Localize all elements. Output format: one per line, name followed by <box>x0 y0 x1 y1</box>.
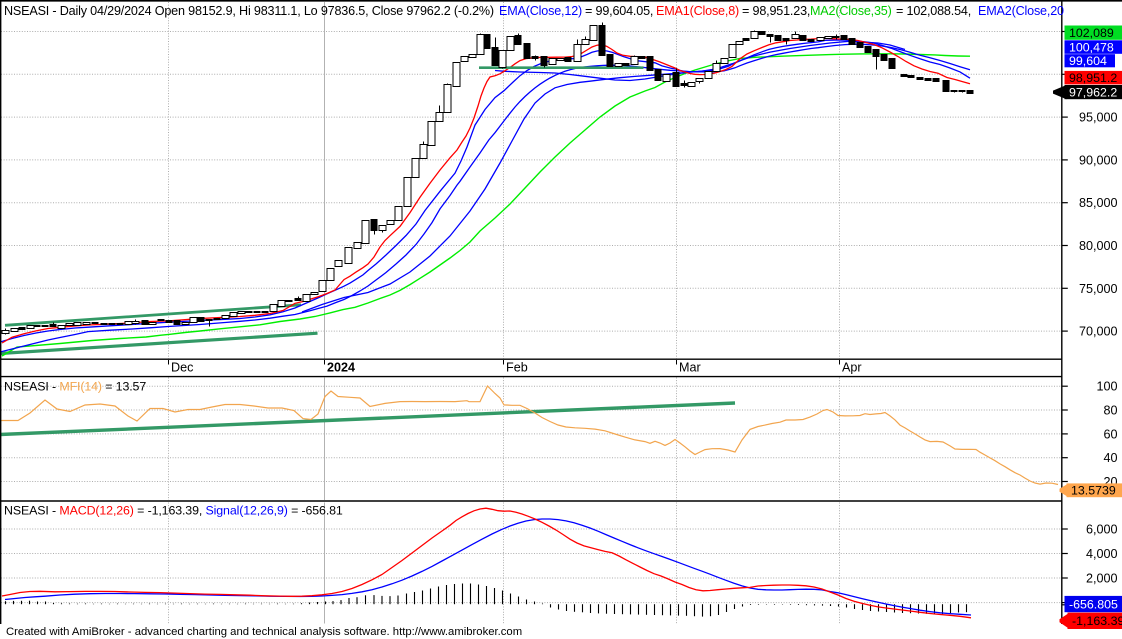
svg-text:EMA2(Close,20: EMA2(Close,20 <box>978 4 1064 18</box>
svg-text:= 98,951.23,: = 98,951.23, <box>742 4 810 18</box>
svg-text:Created with AmiBroker - advan: Created with AmiBroker - advanced charti… <box>6 626 522 638</box>
svg-text:Apr: Apr <box>842 361 862 375</box>
svg-text:99,604: 99,604 <box>1069 54 1107 68</box>
svg-text:97,962.2: 97,962.2 <box>1069 86 1117 100</box>
svg-text:Mar: Mar <box>679 361 701 375</box>
svg-text:EMA(Close,12): EMA(Close,12) <box>499 4 582 18</box>
svg-text:EMA1(Close,8): EMA1(Close,8) <box>656 4 739 18</box>
svg-text:2024: 2024 <box>327 361 355 375</box>
svg-text:6,000: 6,000 <box>1086 523 1118 537</box>
svg-text:= 99,604.05,: = 99,604.05, <box>585 4 653 18</box>
svg-text:100: 100 <box>1096 380 1117 394</box>
svg-text:Feb: Feb <box>506 361 528 375</box>
svg-text:-656.805: -656.805 <box>1069 597 1118 611</box>
svg-text:-1,163.39: -1,163.39 <box>1072 614 1122 628</box>
svg-text:80,000: 80,000 <box>1079 239 1118 253</box>
svg-text:13.5739: 13.5739 <box>1071 484 1116 498</box>
svg-text:70,000: 70,000 <box>1079 325 1118 339</box>
svg-text:= 102,088.54,: = 102,088.54, <box>896 4 971 18</box>
svg-text:NSEASI - Daily 04/29/2024 Open: NSEASI - Daily 04/29/2024 Open 98152.9, … <box>4 4 494 18</box>
svg-text:100,478: 100,478 <box>1069 40 1114 54</box>
svg-text:102,089: 102,089 <box>1069 26 1114 40</box>
svg-text:NSEASI - MFI(14) = 13.57: NSEASI - MFI(14) = 13.57 <box>4 380 146 394</box>
svg-text:85,000: 85,000 <box>1079 196 1118 210</box>
svg-text:90,000: 90,000 <box>1079 153 1118 167</box>
svg-text:60: 60 <box>1103 427 1117 441</box>
svg-text:NSEASI - MACD(12,26) = -1,163.: NSEASI - MACD(12,26) = -1,163.39, Signal… <box>4 504 343 518</box>
svg-text:2,000: 2,000 <box>1086 572 1118 586</box>
svg-text:Dec: Dec <box>171 361 193 375</box>
svg-text:75,000: 75,000 <box>1079 282 1118 296</box>
svg-text:MA2(Close,35): MA2(Close,35) <box>810 4 892 18</box>
svg-text:98,951.2: 98,951.2 <box>1069 71 1117 85</box>
svg-text:80: 80 <box>1103 404 1117 418</box>
svg-text:40: 40 <box>1103 451 1117 465</box>
svg-text:4,000: 4,000 <box>1086 547 1118 561</box>
svg-text:95,000: 95,000 <box>1079 111 1118 125</box>
